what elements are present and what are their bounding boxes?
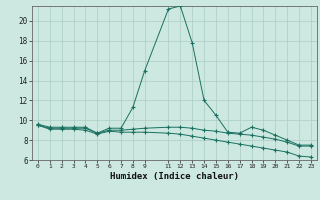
X-axis label: Humidex (Indice chaleur): Humidex (Indice chaleur): [110, 172, 239, 181]
